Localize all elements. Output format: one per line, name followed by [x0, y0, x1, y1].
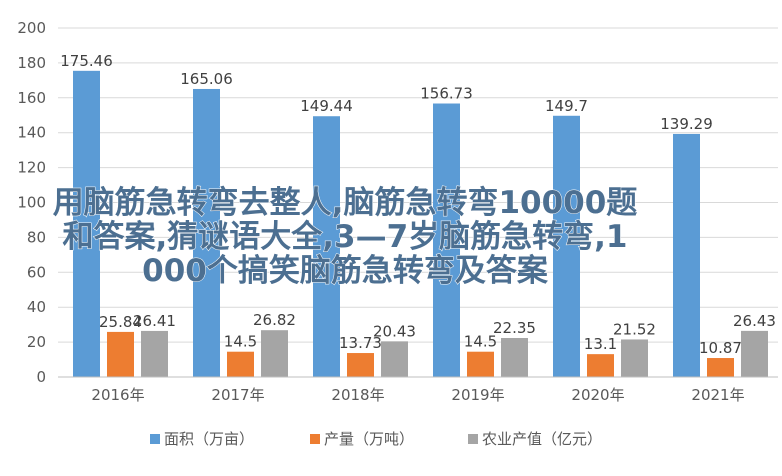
- bar: [587, 354, 614, 377]
- overlay-line-1: 用脑筋急转弯去整人,脑筋急转弯10000题: [52, 185, 638, 221]
- overlay-line-3: 000个搞笑脑筋急转弯及答案: [142, 253, 549, 289]
- bar: [193, 88, 220, 377]
- data-label: 14.5: [224, 333, 257, 351]
- y-tick-label: 0: [36, 368, 46, 386]
- data-label: 26.41: [133, 312, 176, 330]
- data-label: 25.84: [99, 313, 142, 331]
- bar: [741, 330, 768, 377]
- bar: [501, 337, 528, 377]
- data-label: 21.52: [613, 320, 656, 338]
- bar: [381, 341, 408, 377]
- data-label: 149.44: [300, 97, 353, 115]
- data-label: 13.73: [339, 334, 382, 352]
- data-label: 139.29: [660, 115, 713, 133]
- legend-label: 农业产值（亿元）: [482, 430, 602, 448]
- bar: [107, 331, 134, 377]
- legend-swatch: [310, 434, 320, 444]
- overlay-line-2: 和答案,猜谜语大全,3—7岁脑筋急转弯,1: [62, 219, 628, 255]
- x-tick-label: 2017年: [211, 386, 264, 404]
- data-label: 20.43: [373, 322, 416, 340]
- bar: [261, 330, 288, 377]
- bar: [433, 103, 460, 377]
- bar: [227, 351, 254, 377]
- data-label: 10.87: [699, 339, 742, 357]
- x-tick-label: 2021年: [691, 386, 744, 404]
- bar: [553, 115, 580, 377]
- y-tick-label: 80: [27, 228, 46, 246]
- bar: [707, 358, 734, 377]
- data-label: 165.06: [180, 70, 233, 88]
- x-tick-label: 2016年: [91, 386, 144, 404]
- data-label: 26.82: [253, 311, 296, 329]
- y-tick-label: 40: [27, 298, 46, 316]
- y-tick-label: 20: [27, 333, 46, 351]
- y-tick-label: 60: [27, 263, 46, 281]
- bar: [347, 353, 374, 377]
- y-tick-label: 120: [17, 159, 46, 177]
- data-label: 22.35: [493, 319, 536, 337]
- y-tick-label: 160: [17, 89, 46, 107]
- y-tick-label: 140: [17, 124, 46, 142]
- bar: [141, 330, 168, 377]
- y-tick-label: 100: [17, 194, 46, 212]
- x-tick-label: 2018年: [331, 386, 384, 404]
- bar: [467, 351, 494, 377]
- x-tick-label: 2020年: [571, 386, 624, 404]
- data-label: 14.5: [464, 333, 497, 351]
- data-label: 26.43: [733, 312, 776, 330]
- y-tick-label: 200: [17, 19, 46, 37]
- legend-swatch: [150, 434, 160, 444]
- data-label: 175.46: [60, 52, 113, 70]
- x-tick-label: 2019年: [451, 386, 504, 404]
- bar: [73, 70, 100, 377]
- data-label: 156.73: [420, 85, 473, 103]
- legend-swatch: [468, 434, 478, 444]
- overlay-title: 用脑筋急转弯去整人,脑筋急转弯10000题 和答案,猜谜语大全,3—7岁脑筋急转…: [0, 185, 690, 289]
- y-tick-label: 180: [17, 54, 46, 72]
- legend-label: 面积（万亩）: [164, 430, 254, 448]
- bar: [673, 133, 700, 377]
- bar: [621, 339, 648, 377]
- bar: [313, 116, 340, 377]
- data-label: 149.7: [545, 97, 588, 115]
- legend-label: 产量（万吨）: [324, 430, 414, 448]
- data-label: 13.1: [584, 335, 617, 353]
